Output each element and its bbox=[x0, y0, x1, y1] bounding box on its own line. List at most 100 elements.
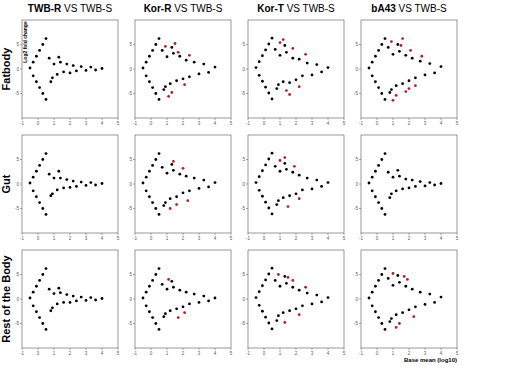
point bbox=[164, 201, 167, 204]
point bbox=[175, 79, 178, 82]
y-tick-label: -5 bbox=[354, 206, 358, 211]
point bbox=[267, 273, 270, 276]
x-tick-label: 4 bbox=[327, 121, 330, 126]
x-tick bbox=[425, 118, 426, 120]
x-tick bbox=[102, 348, 103, 350]
point bbox=[295, 78, 298, 81]
point bbox=[214, 181, 217, 184]
point bbox=[89, 296, 92, 299]
point bbox=[371, 176, 374, 179]
point bbox=[291, 279, 294, 282]
x-tick bbox=[377, 233, 378, 235]
point bbox=[188, 75, 191, 78]
point bbox=[38, 164, 41, 167]
point bbox=[101, 67, 104, 70]
point bbox=[151, 201, 154, 204]
x-tick-label: 4 bbox=[101, 236, 104, 241]
point bbox=[185, 59, 188, 62]
y-tick bbox=[133, 208, 135, 209]
point bbox=[148, 170, 151, 173]
x-axis-label: Base mean (log10) bbox=[404, 357, 457, 363]
point bbox=[291, 171, 294, 174]
x-tick bbox=[54, 233, 55, 235]
panel: -1012345-505 bbox=[128, 135, 233, 241]
point bbox=[320, 71, 323, 74]
y-tick bbox=[359, 159, 361, 160]
point bbox=[396, 169, 399, 172]
x-tick-label: 0 bbox=[263, 236, 266, 241]
point bbox=[261, 284, 264, 287]
x-tick-label: 4 bbox=[440, 236, 443, 241]
point bbox=[371, 61, 374, 64]
point bbox=[80, 181, 83, 184]
point bbox=[298, 197, 301, 200]
point bbox=[374, 80, 377, 83]
y-tick-label: -5 bbox=[354, 91, 358, 96]
y-tick-label: 0 bbox=[355, 67, 358, 72]
point bbox=[264, 316, 267, 319]
point bbox=[371, 291, 374, 294]
point bbox=[85, 184, 88, 187]
point bbox=[57, 56, 60, 59]
x-tick bbox=[118, 118, 119, 120]
x-tick bbox=[22, 233, 23, 235]
point bbox=[404, 285, 407, 288]
point bbox=[35, 285, 38, 288]
point bbox=[69, 72, 72, 75]
x-tick bbox=[344, 233, 345, 235]
point bbox=[62, 187, 65, 190]
y-tick-label: 5 bbox=[16, 272, 19, 277]
point bbox=[38, 316, 41, 319]
point bbox=[177, 316, 180, 319]
x-tick-label: 1 bbox=[53, 121, 56, 126]
point bbox=[291, 286, 294, 289]
y-tick-label: -5 bbox=[354, 321, 358, 326]
point bbox=[374, 310, 377, 313]
point bbox=[142, 182, 145, 185]
point bbox=[38, 201, 41, 204]
x-tick bbox=[361, 348, 362, 350]
point bbox=[411, 57, 414, 60]
point bbox=[311, 73, 314, 76]
x-tick bbox=[70, 233, 71, 235]
x-tick-label: 3 bbox=[424, 121, 427, 126]
point bbox=[275, 87, 278, 90]
point bbox=[169, 82, 172, 85]
x-tick-label: 0 bbox=[376, 121, 379, 126]
point bbox=[174, 42, 177, 45]
x-tick-label: 2 bbox=[69, 351, 72, 356]
x-tick-label: 3 bbox=[424, 351, 427, 356]
point bbox=[56, 188, 59, 191]
point bbox=[172, 160, 175, 163]
y-tick bbox=[246, 159, 248, 160]
point bbox=[202, 63, 205, 66]
point bbox=[396, 43, 399, 46]
x-tick bbox=[457, 233, 458, 235]
point bbox=[390, 192, 393, 195]
x-tick-label: 3 bbox=[85, 236, 88, 241]
x-tick-label: -1 bbox=[133, 236, 137, 241]
point bbox=[158, 37, 161, 40]
y-tick bbox=[20, 299, 22, 300]
y-tick bbox=[246, 93, 248, 94]
y-tick bbox=[133, 93, 135, 94]
x-tick bbox=[312, 348, 313, 350]
point bbox=[169, 207, 172, 210]
point bbox=[41, 43, 44, 46]
x-tick bbox=[361, 118, 362, 120]
point bbox=[94, 184, 97, 187]
x-tick bbox=[409, 233, 410, 235]
point bbox=[371, 189, 374, 192]
x-tick bbox=[344, 118, 345, 120]
point bbox=[392, 284, 395, 287]
point bbox=[154, 322, 157, 325]
point bbox=[185, 291, 188, 294]
point bbox=[185, 175, 188, 178]
point bbox=[177, 51, 180, 54]
point bbox=[207, 71, 210, 74]
x-tick-label: -1 bbox=[133, 121, 137, 126]
point bbox=[170, 91, 173, 94]
x-tick-label: 4 bbox=[214, 236, 217, 241]
x-tick bbox=[393, 233, 394, 235]
point bbox=[424, 185, 427, 188]
